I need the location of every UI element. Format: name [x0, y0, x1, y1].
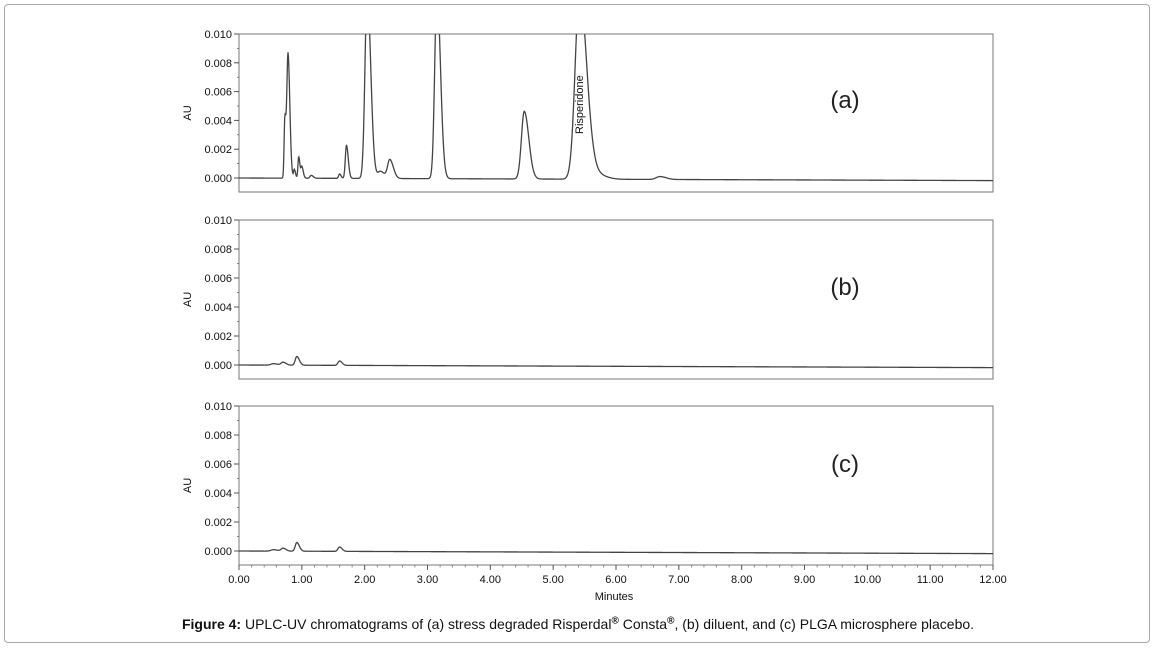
peak-annotation-risperidone: Risperidone — [574, 75, 586, 134]
y-tick-label: 0.008 — [204, 244, 232, 256]
x-tick-label: 2.00 — [354, 574, 375, 586]
plot-area — [238, 219, 994, 380]
x-tick-label: 5.00 — [542, 574, 563, 586]
x-tick-label: 8.00 — [731, 574, 752, 586]
x-tick-label: 6.00 — [605, 574, 626, 586]
chromatogram-trace — [239, 355, 993, 369]
y-tick-label: 0.006 — [204, 273, 232, 285]
x-tick-label: 10.00 — [854, 574, 882, 586]
registered-mark-1: ® — [611, 615, 619, 627]
chromatogram-trace — [239, 541, 993, 555]
figure-caption: Figure 4: UPLC-UV chromatograms of (a) s… — [0, 616, 1156, 632]
x-tick-label: 9.00 — [794, 574, 815, 586]
y-tick-label: 0.010 — [204, 401, 232, 413]
caption-text-3: , (b) diluent, and (c) PLGA microsphere … — [674, 616, 975, 632]
caption-text-2: Consta — [618, 616, 668, 632]
y-tick-label: 0.000 — [204, 173, 232, 185]
y-tick-label: 0.002 — [204, 331, 232, 343]
y-tick-label: 0.002 — [204, 517, 232, 529]
y-tick-label: 0.006 — [204, 459, 232, 471]
y-axis-label: AU — [182, 105, 194, 120]
y-tick-label: 0.002 — [204, 144, 232, 156]
chromatogram-panel-b: 0.010 0.008 0.006 0.004 0.002 0.000 AU (b) — [182, 215, 994, 380]
x-tick-label: 1.00 — [291, 574, 312, 586]
x-tick-label: 3.00 — [417, 574, 438, 586]
y-tick-label: 0.010 — [204, 29, 232, 41]
y-tick-label: 0.004 — [204, 488, 232, 500]
caption-label: Figure 4: — [181, 616, 242, 632]
chromatogram-panel-c: 0.010 0.008 0.006 0.004 0.002 0.000 AU 0.00 1.00… — [182, 401, 1007, 603]
panel-label: (c) — [831, 451, 859, 478]
panel-label: (b) — [830, 274, 859, 301]
y-tick-label: 0.000 — [204, 360, 232, 372]
x-tick-label: 7.00 — [668, 574, 689, 586]
y-tick-label: 0.000 — [204, 546, 232, 558]
plot-area — [238, 405, 994, 566]
x-tick-label: 12.00 — [979, 574, 1007, 586]
caption-text-1: UPLC-UV chromatograms of (a) stress degr… — [241, 616, 612, 632]
y-tick-label: 0.004 — [204, 302, 232, 314]
x-tick-label: 0.00 — [228, 574, 249, 586]
x-tick-label: 4.00 — [480, 574, 501, 586]
figure-frame — [4, 4, 1150, 643]
y-tick-label: 0.008 — [204, 430, 232, 442]
panel-label: (a) — [830, 87, 859, 114]
plot-area — [238, 33, 994, 193]
y-tick-label: 0.008 — [204, 58, 232, 70]
chromatogram-trace — [239, 34, 993, 182]
y-axis-label: AU — [182, 478, 194, 493]
x-axis-label: Minutes — [595, 591, 634, 603]
y-axis-label: AU — [182, 292, 194, 307]
y-tick-label: 0.010 — [204, 215, 232, 227]
x-tick-label: 11.00 — [917, 574, 944, 586]
chromatogram-panel-a: 0.010 0.008 0.006 0.004 0.002 0.000 AU Risperid… — [182, 29, 994, 193]
registered-mark-2: ® — [667, 615, 675, 627]
y-tick-label: 0.006 — [204, 87, 232, 99]
y-tick-label: 0.004 — [204, 115, 232, 127]
